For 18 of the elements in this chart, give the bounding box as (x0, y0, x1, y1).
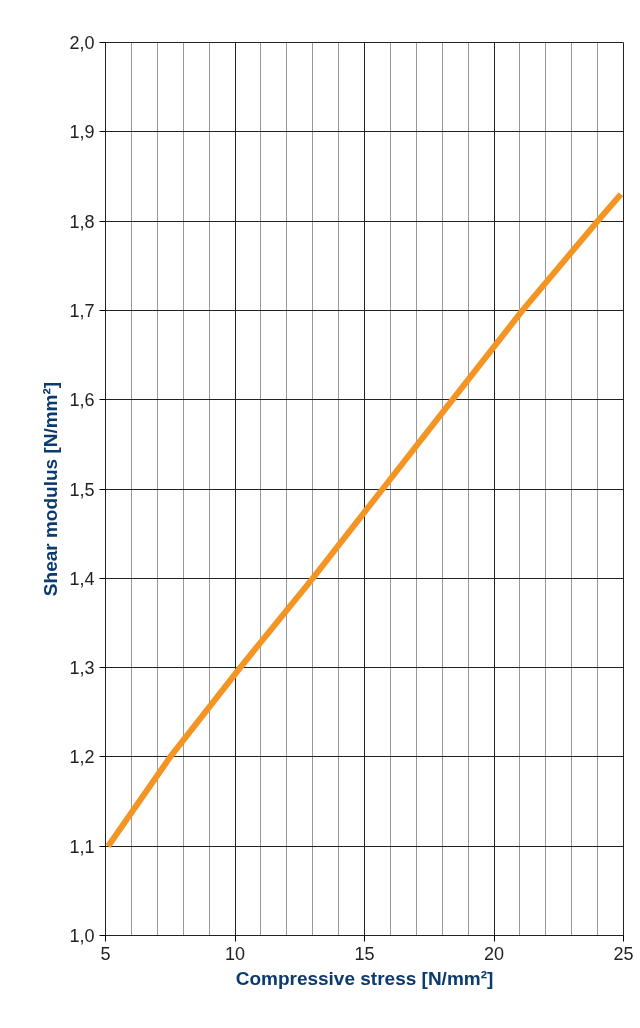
y-tick-label: 1,0 (69, 926, 95, 946)
x-tick-label: 10 (224, 943, 246, 964)
y-tick-label: 1,6 (69, 390, 95, 411)
x-tick-label: 25 (613, 943, 634, 964)
y-tick-label: 1,5 (69, 479, 95, 500)
x-axis-title: Compressive stress [N/mm²] (235, 967, 494, 989)
x-tick-label: 15 (354, 943, 375, 964)
y-tick-label: 1,9 (69, 122, 95, 143)
y-tick-label: 1,7 (69, 300, 95, 321)
y-tick-label: 1,3 (69, 658, 95, 679)
y-tick-label: 2,0 (69, 33, 95, 53)
y-tick-label: 1,4 (69, 568, 95, 589)
y-axis-title: Shear modulus [N/mm²] (40, 381, 62, 597)
y-tick-label: 1,8 (69, 211, 95, 232)
y-tick-label: 1,1 (69, 836, 95, 857)
x-tick-label: 5 (100, 943, 111, 964)
x-tick-label: 20 (483, 943, 505, 964)
y-tick-label: 1,2 (69, 747, 95, 768)
